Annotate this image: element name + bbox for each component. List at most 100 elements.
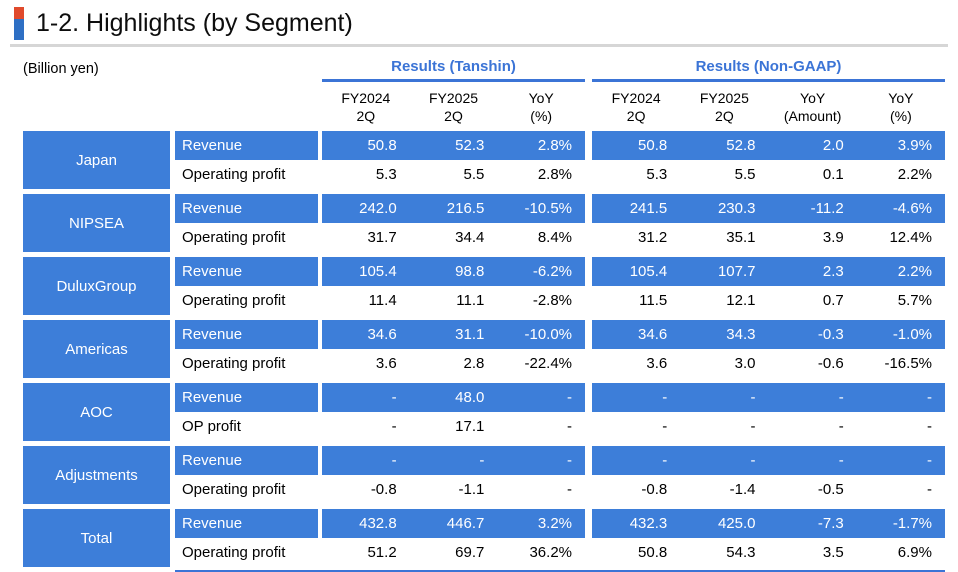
- segment-label: Adjustments: [23, 446, 170, 504]
- table-group-header-row: (Billion yen) Results (Tanshin) Results …: [23, 58, 945, 82]
- segment-rows: Revenue 34.6 31.1 -10.0% 34.6 34.3 -0.3 -1.0%…: [175, 320, 945, 378]
- segment-group: NIPSEA Revenue 242.0 216.5 -10.5% 241.5 230…: [23, 194, 945, 252]
- tanshin-values: 50.8 52.3 2.8%: [322, 131, 585, 160]
- nongaap-values: ----: [592, 412, 945, 441]
- revenue-row: Revenue 432.8 446.7 3.2% 432.3 425.0 -7.3 -1.…: [175, 509, 945, 538]
- value-cell: 52.8: [726, 137, 756, 154]
- value-cell: 107.7: [717, 263, 756, 280]
- nongaap-values: ----: [592, 383, 945, 412]
- row-label: Operating profit: [182, 166, 286, 183]
- tanshin-values: -0.8 -1.1 -: [322, 475, 585, 504]
- value-cell: -: [927, 389, 932, 406]
- tanshin-values: 432.8 446.7 3.2%: [322, 509, 585, 538]
- nongaap-values: ----: [592, 446, 945, 475]
- value-cell: 34.6: [638, 326, 668, 343]
- row-label: Operating profit: [182, 229, 286, 246]
- tanshin-values: 51.2 69.7 36.2%: [322, 538, 585, 567]
- value-cell: 3.5: [822, 544, 844, 561]
- value-cell: 17.1: [455, 418, 485, 435]
- segment-rows: Revenue 432.8 446.7 3.2% 432.3 425.0 -7.3 -1.…: [175, 509, 945, 567]
- title-marker-blue: [14, 19, 24, 40]
- value-cell: -6.2%: [532, 263, 573, 280]
- value-cell: 52.3: [455, 137, 485, 154]
- value-cell: 2.8: [463, 355, 485, 372]
- column-header-yoy-amount: YoY (Amount): [783, 90, 842, 124]
- group-header-tanshin: Results (Tanshin): [322, 58, 585, 82]
- value-cell: 2.2%: [897, 263, 932, 280]
- segment-label: DuluxGroup: [23, 257, 170, 315]
- value-cell: -1.4: [729, 481, 756, 498]
- value-cell: -0.3: [817, 326, 844, 343]
- value-cell: 31.1: [455, 326, 485, 343]
- segment-group: Total Revenue 432.8 446.7 3.2% 432.3 425.0 -…: [23, 509, 945, 567]
- segment-group: Americas Revenue 34.6 31.1 -10.0% 34.6 34.3…: [23, 320, 945, 378]
- value-cell: -: [750, 452, 756, 469]
- value-cell: -10.5%: [524, 200, 573, 217]
- column-header-fy2025-2q: FY2025 2Q: [699, 90, 749, 124]
- value-cell: -1.1: [458, 481, 485, 498]
- value-cell: 31.2: [638, 229, 668, 246]
- value-cell: 50.8: [367, 137, 397, 154]
- value-cell: -: [662, 418, 668, 435]
- operating-profit-row: OP profit - 17.1 - - - - -: [175, 412, 945, 441]
- value-cell: -1.0%: [892, 326, 932, 343]
- row-label: OP profit: [182, 418, 241, 435]
- value-cell: 11.1: [456, 292, 485, 309]
- value-cell: 12.4%: [889, 229, 932, 246]
- value-cell: 31.7: [367, 229, 397, 246]
- value-cell: 12.1: [726, 292, 756, 309]
- value-cell: -: [567, 452, 573, 469]
- row-label: Revenue: [175, 446, 318, 475]
- row-label: Revenue: [175, 383, 318, 412]
- value-cell: 0.1: [822, 166, 844, 183]
- segment-rows: Revenue 105.4 98.8 -6.2% 105.4 107.7 2.3 2.2%…: [175, 257, 945, 315]
- row-label: Revenue: [175, 320, 318, 349]
- value-cell: -1.7%: [892, 515, 932, 532]
- value-cell: -2.8%: [532, 292, 573, 309]
- segment-label: Japan: [23, 131, 170, 189]
- value-cell: 34.4: [455, 229, 485, 246]
- column-header-fy2024-2q: FY2024 2Q: [611, 90, 661, 124]
- column-header-fy2025-2q: FY2025 2Q: [428, 90, 479, 124]
- value-cell: -7.3: [817, 515, 844, 532]
- value-cell: -: [927, 452, 932, 469]
- segment-label: Americas: [23, 320, 170, 378]
- row-label: Operating profit: [182, 481, 286, 498]
- column-header-spacer: [23, 89, 322, 125]
- revenue-row: Revenue 105.4 98.8 -6.2% 105.4 107.7 2.3 2.2%: [175, 257, 945, 286]
- value-cell: 69.7: [455, 544, 485, 561]
- value-cell: 5.3: [646, 166, 668, 183]
- value-cell: -: [838, 418, 844, 435]
- value-cell: 216.5: [446, 200, 485, 217]
- nongaap-values: 3.6 3.0 -0.6 -16.5%: [592, 349, 945, 378]
- value-cell: 105.4: [359, 263, 397, 280]
- page-title: 1-2. Highlights (by Segment): [36, 9, 353, 37]
- value-cell: -: [662, 389, 668, 406]
- segment-group: Adjustments Revenue - - - - - - - Operating p…: [23, 446, 945, 504]
- column-header-yoy-pct: YoY (%): [888, 90, 914, 124]
- nongaap-values: 50.8 52.8 2.0 3.9%: [592, 131, 945, 160]
- value-cell: -: [662, 452, 668, 469]
- value-cell: 6.9%: [897, 544, 932, 561]
- column-header-yoy-pct: YoY (%): [528, 90, 554, 124]
- value-cell: -0.5: [817, 481, 844, 498]
- value-cell: -: [750, 418, 756, 435]
- tanshin-values: - 17.1 -: [322, 412, 585, 441]
- value-cell: -: [838, 452, 844, 469]
- value-cell: -: [750, 389, 756, 406]
- table-column-header-row: FY2024 2Q FY2025 2Q YoY (%) FY2024 2Q FY…: [23, 89, 945, 125]
- value-cell: -: [927, 418, 932, 435]
- revenue-row: Revenue 34.6 31.1 -10.0% 34.6 34.3 -0.3 -1.0%: [175, 320, 945, 349]
- tanshin-values: 11.4 11.1 -2.8%: [322, 286, 585, 315]
- value-cell: -10.0%: [524, 326, 573, 343]
- value-cell: 2.3: [822, 263, 844, 280]
- value-cell: -: [567, 389, 573, 406]
- operating-profit-row: Operating profit -0.8 -1.1 - -0.8 -1.4 -0.5 -: [175, 475, 945, 504]
- row-label: Operating profit: [182, 544, 286, 561]
- segment-group: Japan Revenue 50.8 52.3 2.8% 50.8 52.8 2.0 3.…: [23, 131, 945, 189]
- revenue-row: Revenue 50.8 52.3 2.8% 50.8 52.8 2.0 3.9%: [175, 131, 945, 160]
- value-cell: 34.3: [726, 326, 756, 343]
- value-cell: -: [391, 418, 397, 435]
- row-label: Revenue: [175, 194, 318, 223]
- title-marker-red: [14, 7, 24, 19]
